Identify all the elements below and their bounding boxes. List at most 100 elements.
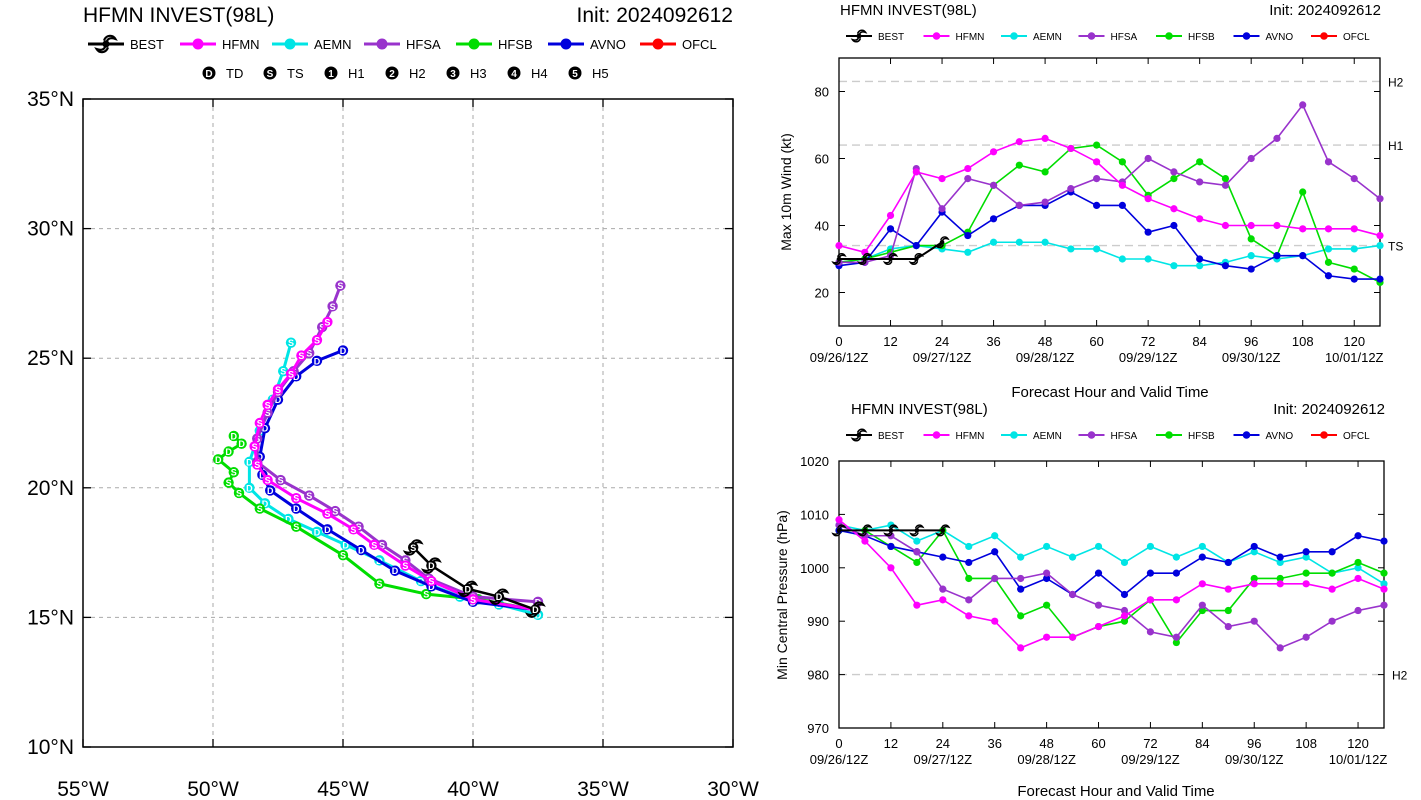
track-point-label: S: [376, 579, 382, 589]
data-point: [1198, 580, 1206, 588]
track-point: [400, 560, 411, 571]
x-date-label: 09/29/12Z: [1121, 752, 1180, 767]
data-point: [913, 601, 921, 609]
y-tick-label: 1010: [800, 507, 829, 522]
x-tick-label: 96: [1244, 334, 1258, 349]
track-point-label: S: [275, 385, 281, 395]
series-line-hfsa: [839, 103, 1381, 264]
legend-marker-aemn: [1010, 32, 1018, 40]
data-point: [887, 564, 895, 572]
track-point-label: D: [535, 610, 542, 620]
storm-core: [862, 528, 868, 533]
data-point: [1094, 569, 1103, 577]
intensity-icon-h3: [446, 66, 460, 80]
best-track-point-core: [530, 604, 541, 615]
data-point: [886, 225, 895, 233]
series-hfmn: [835, 134, 1384, 256]
pressure-title: HFMN INVEST(98L): [851, 401, 988, 418]
track-point-label: S: [428, 577, 434, 587]
wind-ylabel: Max 10m Wind (kt): [778, 133, 794, 250]
storm-arm: [882, 259, 893, 266]
storm-arm: [857, 531, 867, 537]
data-point: [939, 585, 947, 593]
legend-storm-icon: [850, 428, 868, 442]
x-date-label: 09/26/12Z: [810, 752, 869, 767]
data-point: [1247, 235, 1255, 243]
x-tick-label: 24: [936, 736, 950, 751]
data-point: [1350, 265, 1358, 273]
data-point: [1247, 221, 1255, 230]
intensity-label-h5: H5: [592, 66, 609, 81]
track-point-label: D: [342, 540, 349, 550]
data-point: [1041, 238, 1049, 246]
data-point: [1015, 138, 1023, 146]
legend-marker-hfsb: [1165, 32, 1173, 40]
track-point-label: S: [265, 408, 271, 418]
track-point-label: S: [332, 507, 338, 517]
data-point: [1354, 564, 1362, 572]
data-point: [1172, 638, 1180, 647]
data-point: [887, 542, 895, 551]
storm-arm: [889, 524, 899, 530]
legend-marker-hfsa: [1087, 32, 1096, 40]
track-point-label: S: [293, 522, 299, 532]
data-point: [912, 168, 920, 176]
data-point: [1015, 201, 1023, 209]
best-track-point-core: [493, 591, 505, 602]
x-tick-label: 40°W: [447, 778, 499, 800]
legend-label-ofcl: OFCL: [682, 37, 717, 52]
track-point: [389, 565, 401, 576]
track-point-label: D: [262, 424, 269, 434]
track-point: [262, 399, 273, 411]
track-point-label: D: [314, 527, 321, 537]
best-track-point-label: D: [465, 584, 472, 594]
track-point: [291, 521, 302, 532]
data-point: [1224, 558, 1232, 567]
x-date-label: 09/28/12Z: [1017, 752, 1076, 767]
x-tick-label: 12: [884, 736, 898, 751]
data-point: [1376, 195, 1384, 203]
intensity-icon-h2: [385, 66, 399, 80]
pressure-init-label: Init: 2024092612: [1273, 401, 1385, 418]
track-point: [254, 503, 265, 514]
data-point: [1376, 275, 1384, 283]
data-point: [1144, 255, 1152, 263]
data-point: [1354, 606, 1362, 615]
data-point: [1043, 542, 1051, 551]
legend-marker-aemn: [284, 38, 296, 50]
data-point: [1043, 601, 1051, 609]
data-point: [886, 211, 895, 220]
intensity-icon-glyph: 2: [389, 69, 395, 80]
data-point: [1380, 537, 1388, 545]
intensity-icon-td: [202, 66, 216, 80]
pressure-xlabel: Forecast Hour and Valid Time: [1017, 783, 1214, 800]
track-point-label: D: [285, 514, 292, 524]
legend-label-avno: AVNO: [1266, 431, 1294, 442]
data-point: [1068, 633, 1077, 641]
series-best: [831, 236, 950, 266]
intensity-icon-glyph: S: [267, 69, 274, 80]
track-point-label: S: [280, 367, 286, 377]
data-point: [1276, 558, 1284, 567]
data-point: [1017, 612, 1025, 620]
x-tick-label: 84: [1195, 736, 1209, 751]
track-point-label: S: [226, 478, 232, 488]
x-date-label: 09/27/12Z: [914, 752, 973, 767]
best-track-point-core: [462, 583, 473, 595]
x-tick-label: 108: [1295, 736, 1317, 751]
best-point: [909, 524, 925, 537]
intensity-icon-h1: [324, 66, 338, 80]
track-point-label: S: [337, 281, 343, 291]
series-hfsa: [835, 521, 1388, 652]
storm-arm: [837, 524, 847, 530]
y-tick-label: 25°N: [27, 347, 74, 370]
data-point: [1093, 141, 1101, 149]
data-point: [1324, 225, 1333, 233]
data-point: [1380, 601, 1388, 609]
legend-marker-avno: [1242, 431, 1251, 439]
data-point: [1221, 175, 1230, 183]
pressure-legend: BEST HFMN AEMN HFSA HFSB AVNO OFCL: [846, 428, 1370, 442]
data-point: [1067, 245, 1075, 253]
